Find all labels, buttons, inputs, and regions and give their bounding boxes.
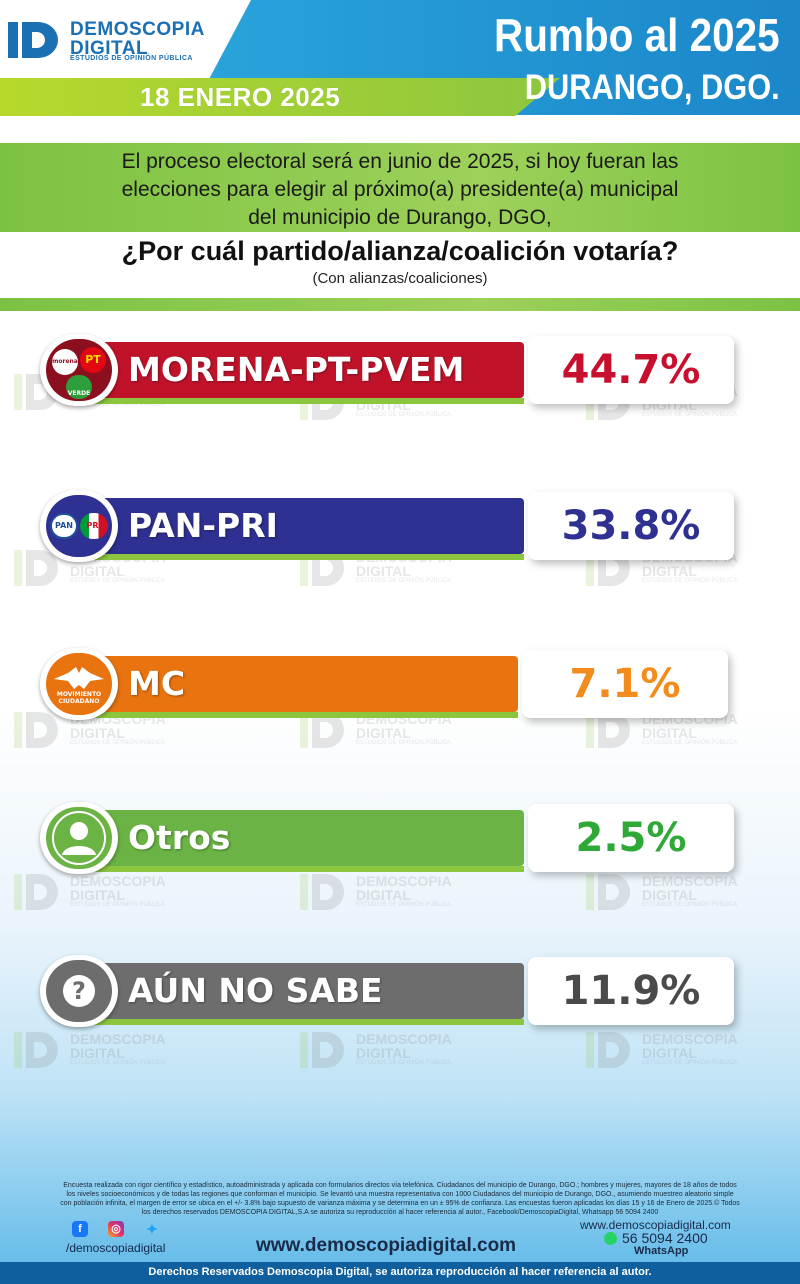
twitter-icon[interactable]: ✦ <box>146 1221 158 1237</box>
header: DEMOSCOPIA DIGITAL ESTUDIOS DE OPINIÓN P… <box>0 0 800 120</box>
party-label: AÚN NO SABE <box>128 971 383 1010</box>
header-green-band <box>0 78 560 116</box>
party-badge: PAN PRI <box>40 490 118 562</box>
user-icon <box>52 811 106 865</box>
value-box <box>528 957 734 1025</box>
phone-number[interactable]: 56 5094 2400 <box>622 1230 708 1246</box>
brand-tagline: ESTUDIOS DE OPINIÓN PÚBLICA <box>70 55 193 62</box>
rights-text: Derechos Reservados Demoscopia Digital, … <box>148 1266 652 1278</box>
bar <box>60 810 524 866</box>
morena-logo: morena <box>52 349 78 375</box>
bar <box>60 498 524 554</box>
social-icons: f ◎ ✦ <box>72 1221 172 1241</box>
whatsapp-icon <box>604 1232 617 1245</box>
bar-row: MOVIMIENTO CIUDADANO MC 7.1% <box>0 648 800 738</box>
facebook-icon[interactable]: f <box>72 1221 88 1237</box>
bar-row: PAN PRI PAN-PRI 33.8% <box>0 490 800 580</box>
bar-underline <box>80 554 524 560</box>
bar-underline <box>80 866 524 872</box>
value-box <box>522 650 728 718</box>
user-silhouette-icon <box>46 807 112 869</box>
question-text: ¿Por cuál partido/alianza/coalición vota… <box>121 236 679 266</box>
demoscopia-logo-icon <box>8 22 58 58</box>
mc-text: MOVIMIENTO CIUDADANO <box>56 691 102 705</box>
movimiento-ciudadano-logo-icon: MOVIMIENTO CIUDADANO <box>46 653 112 715</box>
verde-logo: VERDE <box>66 375 92 399</box>
party-badge: MOVIMIENTO CIUDADANO <box>40 648 118 720</box>
survey-date: 18 ENERO 2025 <box>140 82 341 112</box>
party-badge <box>40 802 118 874</box>
party-label: Otros <box>128 818 231 857</box>
party-badge: ? <box>40 955 118 1027</box>
pan-pri-logos-icon: PAN PRI <box>46 495 112 557</box>
value-label: 2.5% <box>575 815 687 861</box>
party-label: MC <box>128 664 186 703</box>
rights-bar <box>0 1262 800 1284</box>
party-badge: morena PT VERDE <box>40 334 118 406</box>
value-label: 7.1% <box>569 661 681 707</box>
methodology-disclaimer: Encuesta realizada con rigor científico … <box>60 1182 740 1216</box>
pri-logo: PRI <box>80 513 108 539</box>
question-mark-icon: ? <box>46 960 112 1022</box>
morena-pt-verde-logos-icon: morena PT VERDE <box>46 339 112 401</box>
bar-underline <box>80 398 524 404</box>
bar-underline <box>80 1019 524 1025</box>
pt-logo: PT <box>80 347 106 373</box>
brand-name: DEMOSCOPIA DIGITAL <box>70 19 205 59</box>
website-link[interactable]: www.demoscopiadigital.com <box>256 1235 517 1256</box>
bar-row: morena PT VERDE MORENA-PT-PVEM 44.7% <box>0 334 800 424</box>
value-box <box>528 804 734 872</box>
location-title: DURANGO, DGO. <box>525 68 780 107</box>
value-label: 11.9% <box>561 968 701 1014</box>
value-label: 44.7% <box>561 347 701 393</box>
pan-logo: PAN <box>50 513 78 539</box>
value-box <box>528 336 734 404</box>
question-white-panel <box>0 232 800 298</box>
whatsapp-label: WhatsApp <box>634 1245 689 1257</box>
bar <box>60 342 524 398</box>
eagle-icon <box>54 667 104 689</box>
question-note: (Con alianzas/coaliciones) <box>312 270 488 287</box>
bar-row: ? AÚN NO SABE 11.9% <box>0 955 800 1045</box>
party-label: PAN-PRI <box>128 506 278 545</box>
bar <box>60 963 524 1019</box>
value-box <box>528 492 734 560</box>
instagram-icon[interactable]: ◎ <box>108 1221 124 1237</box>
value-label: 33.8% <box>561 503 701 549</box>
bar-underline <box>80 712 518 718</box>
question-intro: El proceso electoral será en junio de 20… <box>121 150 679 229</box>
party-label: MORENA-PT-PVEM <box>128 350 465 389</box>
website-link-small[interactable]: www.demoscopiadigital.com <box>580 1218 731 1232</box>
bar-row: Otros 2.5% <box>0 802 800 892</box>
page-title: Rumbo al 2025 <box>494 9 780 61</box>
social-handle[interactable]: /demoscopiadigital <box>66 1241 166 1255</box>
question-circle: ? <box>63 975 95 1007</box>
bar <box>60 656 518 712</box>
